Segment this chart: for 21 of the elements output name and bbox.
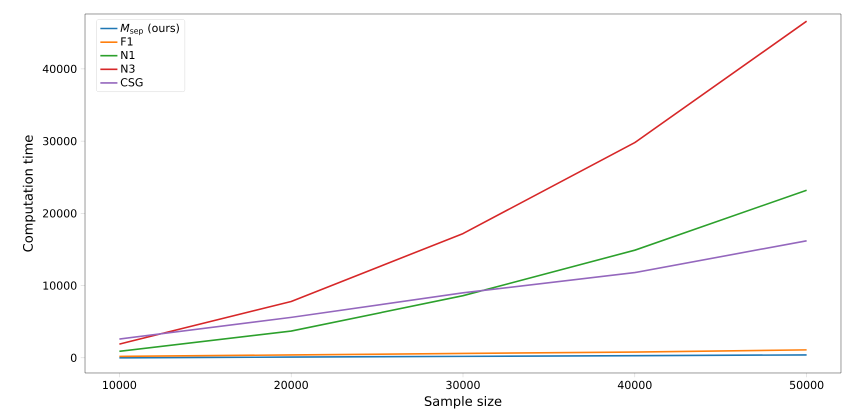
y-axis-title: Computation time (22, 135, 36, 252)
x-tick-label: 50000 (790, 380, 824, 390)
x-axis-title: Sample size (424, 396, 502, 409)
legend-label: F1 (121, 37, 133, 46)
y-tick-label: 40000 (42, 64, 76, 74)
y-tick-label: 10000 (43, 281, 76, 290)
legend-label: M$_{sep}$ (ours) (120, 24, 179, 36)
line-series (118, 189, 808, 352)
y-tick-label: 30000 (43, 136, 76, 146)
line-series (118, 20, 808, 345)
x-tick-label: 30000 (446, 380, 480, 390)
line-series (118, 240, 808, 340)
legend-label: CSG (120, 78, 143, 86)
x-tick-label: 10000 (103, 380, 136, 390)
x-tick-label: 40000 (618, 380, 652, 390)
legend-label: N3 (121, 64, 135, 73)
y-tick-label: 20000 (43, 209, 76, 218)
x-tick-label: 20000 (274, 380, 308, 390)
y-tick-label: 0 (70, 354, 76, 362)
line-series (118, 349, 808, 358)
legend-label: N1 (121, 50, 134, 59)
